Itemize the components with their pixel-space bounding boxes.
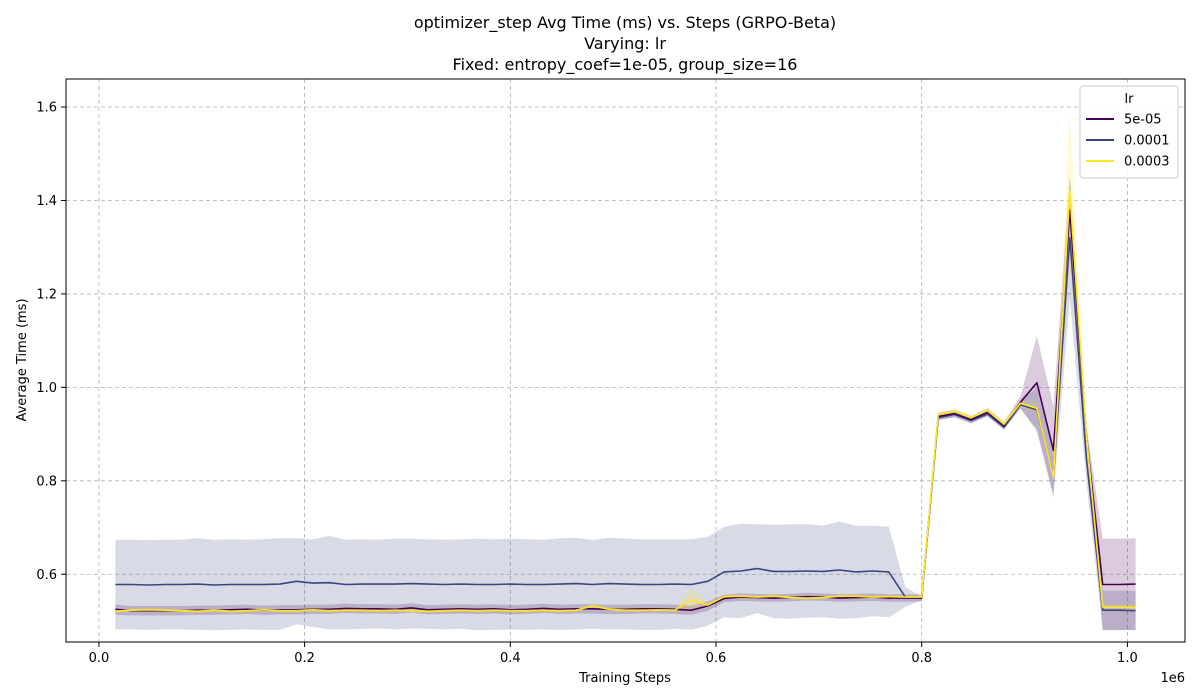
legend-label-1: 0.0001 xyxy=(1124,134,1170,149)
y-tick-label-0: 0.6 xyxy=(36,568,57,583)
x-tick-label-0: 0.0 xyxy=(89,651,110,666)
legend-items: 5e-05 0.0001 0.0003 xyxy=(1086,113,1170,170)
x-tick-label-5: 1.0 xyxy=(1117,651,1138,666)
x-tick-label-3: 0.6 xyxy=(706,651,727,666)
series-lines xyxy=(115,190,1136,613)
line-series-2 xyxy=(115,190,1136,613)
x-tick-label-1: 0.2 xyxy=(294,651,315,666)
x-axis-offset-label: 1e6 xyxy=(1160,671,1185,686)
x-axis-label: Training Steps xyxy=(578,671,671,686)
line-series-1 xyxy=(115,237,1136,612)
x-tick-label-2: 0.4 xyxy=(500,651,521,666)
y-tick-label-2: 1.0 xyxy=(36,381,57,396)
chart-title-line-3: Fixed: entropy_coef=1e-05, group_size=16 xyxy=(453,55,798,75)
band-series-2 xyxy=(115,111,1136,613)
legend-label-0: 5e-05 xyxy=(1124,113,1162,128)
band-series-1 xyxy=(115,177,1136,631)
y-axis-label: Average Time (ms) xyxy=(15,298,30,421)
legend: lr 5e-05 0.0001 0.0003 xyxy=(1079,85,1179,179)
y-tick-label-3: 1.2 xyxy=(36,287,57,302)
confidence-bands xyxy=(115,111,1136,631)
chart-title: optimizer_step Avg Time (ms) vs. Steps (… xyxy=(414,13,836,75)
x-tick-label-4: 0.8 xyxy=(911,651,932,666)
y-tick-label-4: 1.4 xyxy=(36,194,57,209)
y-tick-label-1: 0.8 xyxy=(36,474,57,489)
x-axis-ticks: 0.0 0.2 0.4 0.6 0.8 1.0 xyxy=(89,642,1138,666)
legend-label-2: 0.0003 xyxy=(1124,155,1170,170)
y-tick-label-5: 1.6 xyxy=(36,101,57,116)
chart-title-line-1: optimizer_step Avg Time (ms) vs. Steps (… xyxy=(414,13,836,33)
chart-title-line-2: Varying: lr xyxy=(584,34,666,53)
y-axis-ticks: 0.6 0.8 1.0 1.2 1.4 1.6 xyxy=(36,101,66,583)
legend-box xyxy=(1079,85,1179,179)
legend-title: lr xyxy=(1125,92,1135,107)
plot-frame xyxy=(65,78,1186,643)
line-series-0 xyxy=(115,209,1136,612)
